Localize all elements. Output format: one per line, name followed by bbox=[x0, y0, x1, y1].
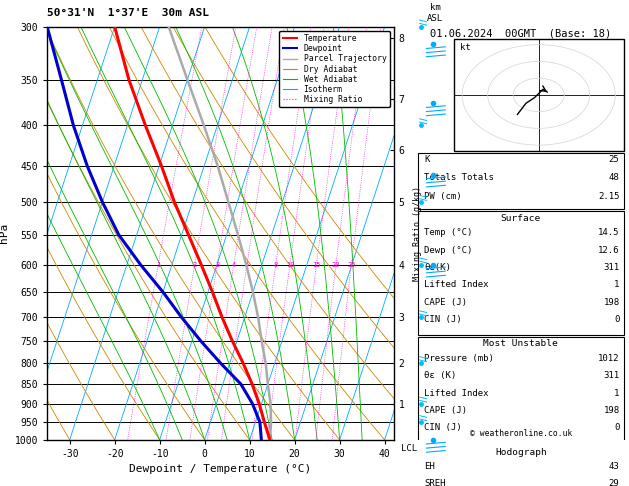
Y-axis label: hPa: hPa bbox=[0, 223, 9, 243]
Text: Totals Totals: Totals Totals bbox=[425, 174, 494, 182]
Bar bbox=[418, 211, 624, 335]
Text: 1: 1 bbox=[614, 280, 620, 289]
Text: Pressure (mb): Pressure (mb) bbox=[425, 354, 494, 363]
Text: θε (K): θε (K) bbox=[425, 371, 457, 380]
Text: km
ASL: km ASL bbox=[427, 3, 443, 22]
Text: 01.06.2024  00GMT  (Base: 18): 01.06.2024 00GMT (Base: 18) bbox=[430, 29, 611, 39]
Text: © weatheronline.co.uk: © weatheronline.co.uk bbox=[470, 429, 572, 438]
Text: 15: 15 bbox=[312, 261, 321, 268]
Text: 12.6: 12.6 bbox=[598, 246, 620, 255]
Bar bbox=[418, 337, 624, 443]
Text: CIN (J): CIN (J) bbox=[425, 423, 462, 433]
Text: Hodograph: Hodograph bbox=[495, 448, 547, 457]
Text: 2.15: 2.15 bbox=[598, 191, 620, 201]
Text: 25: 25 bbox=[347, 261, 355, 268]
Text: 10: 10 bbox=[286, 261, 294, 268]
Text: Most Unstable: Most Unstable bbox=[484, 339, 559, 348]
Legend: Temperature, Dewpoint, Parcel Trajectory, Dry Adiabat, Wet Adiabat, Isotherm, Mi: Temperature, Dewpoint, Parcel Trajectory… bbox=[279, 31, 389, 107]
Text: 0: 0 bbox=[614, 315, 620, 324]
Text: CIN (J): CIN (J) bbox=[425, 315, 462, 324]
Bar bbox=[418, 445, 624, 486]
Text: Lifted Index: Lifted Index bbox=[425, 389, 489, 398]
Text: Dewp (°C): Dewp (°C) bbox=[425, 246, 472, 255]
Text: LCL: LCL bbox=[401, 444, 416, 453]
Text: 198: 198 bbox=[603, 406, 620, 415]
Text: EH: EH bbox=[425, 462, 435, 471]
Text: 1: 1 bbox=[156, 261, 160, 268]
Text: Mixing Ratio (g/kg): Mixing Ratio (g/kg) bbox=[413, 186, 421, 281]
Text: θε(K): θε(K) bbox=[425, 263, 451, 272]
Text: 2: 2 bbox=[192, 261, 197, 268]
Text: 311: 311 bbox=[603, 263, 620, 272]
Text: Lifted Index: Lifted Index bbox=[425, 280, 489, 289]
Text: 0: 0 bbox=[614, 423, 620, 433]
Text: 3: 3 bbox=[215, 261, 220, 268]
Text: 20: 20 bbox=[331, 261, 340, 268]
Text: 4: 4 bbox=[231, 261, 236, 268]
Text: CAPE (J): CAPE (J) bbox=[425, 298, 467, 307]
Text: 198: 198 bbox=[603, 298, 620, 307]
Text: 1: 1 bbox=[614, 389, 620, 398]
Text: 311: 311 bbox=[603, 371, 620, 380]
Text: 43: 43 bbox=[609, 462, 620, 471]
Text: 8: 8 bbox=[274, 261, 278, 268]
Bar bbox=[454, 39, 624, 151]
Text: SREH: SREH bbox=[425, 480, 446, 486]
Text: 48: 48 bbox=[609, 174, 620, 182]
Text: Surface: Surface bbox=[501, 214, 541, 223]
Text: kt: kt bbox=[460, 43, 470, 52]
X-axis label: Dewpoint / Temperature (°C): Dewpoint / Temperature (°C) bbox=[130, 465, 311, 474]
Text: 1012: 1012 bbox=[598, 354, 620, 363]
Text: Temp (°C): Temp (°C) bbox=[425, 228, 472, 237]
Text: K: K bbox=[425, 155, 430, 164]
Text: 14.5: 14.5 bbox=[598, 228, 620, 237]
Text: 5: 5 bbox=[245, 261, 249, 268]
Bar bbox=[418, 153, 624, 209]
Text: CAPE (J): CAPE (J) bbox=[425, 406, 467, 415]
Text: 29: 29 bbox=[609, 480, 620, 486]
Text: 25: 25 bbox=[609, 155, 620, 164]
Text: PW (cm): PW (cm) bbox=[425, 191, 462, 201]
Text: 50°31'N  1°37'E  30m ASL: 50°31'N 1°37'E 30m ASL bbox=[47, 8, 209, 18]
